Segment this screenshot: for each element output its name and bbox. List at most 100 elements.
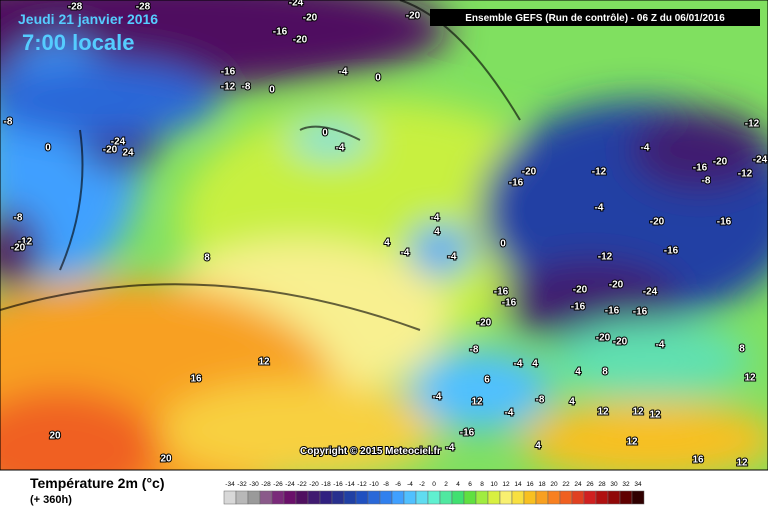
- legend-swatch: [595, 490, 609, 505]
- legend-tick-label: -12: [357, 481, 367, 488]
- legend-swatch: [391, 490, 405, 505]
- legend-tick-label: -8: [383, 481, 389, 488]
- contour-label: -16: [664, 246, 679, 257]
- contour-label: -16: [273, 27, 288, 38]
- contour-label: 12: [736, 458, 748, 469]
- legend-tick-label: -16: [333, 481, 343, 488]
- contour-label: -4: [431, 213, 440, 224]
- contour-label: -20: [293, 35, 308, 46]
- legend-tick-label: -32: [237, 481, 247, 488]
- contour-label: -16: [633, 307, 648, 318]
- contour-label: -20: [713, 157, 728, 168]
- time: 7:00 locale: [22, 30, 135, 55]
- contour-label: 16: [692, 455, 704, 466]
- contour-label: -8: [4, 117, 13, 128]
- contour-label: -24: [111, 137, 126, 148]
- contour-label: -20: [477, 318, 492, 329]
- contour-label: -8: [536, 395, 545, 406]
- copyright: Copyright © 2015 Meteociel.fr: [300, 446, 441, 457]
- contour-label: -20: [650, 217, 665, 228]
- legend-tick-label: -4: [407, 481, 413, 488]
- legend-swatch: [295, 490, 309, 505]
- contour-label: -20: [103, 145, 118, 156]
- contour-label: 12: [649, 410, 661, 421]
- legend-tick-label: -14: [345, 481, 355, 488]
- contour-label: -24: [289, 0, 304, 9]
- contour-label: -20: [613, 337, 628, 348]
- contour-label: -8: [14, 213, 23, 224]
- legend-swatch: [439, 490, 453, 505]
- contour-label: 4: [575, 367, 581, 378]
- legend-swatch: [475, 490, 489, 505]
- legend-swatch: [307, 490, 321, 505]
- legend-tick-label: 12: [502, 481, 510, 488]
- contour-label: -16: [502, 298, 517, 309]
- footer-title: Température 2m (°c): [30, 475, 165, 491]
- contour-label: -12: [592, 167, 607, 178]
- contour-label: -12: [221, 82, 236, 93]
- contour-label: -4: [505, 408, 514, 419]
- legend-swatch: [535, 490, 549, 505]
- contour-label: 0: [500, 239, 506, 250]
- contour-label: -24: [643, 287, 658, 298]
- contour-label: -28: [68, 2, 83, 13]
- contour-label: -8: [702, 176, 711, 187]
- contour-label: -20: [609, 280, 624, 291]
- legend-swatch: [463, 490, 477, 505]
- contour-label: 12: [744, 373, 756, 384]
- legend-swatch: [415, 490, 429, 505]
- legend-tick-label: 14: [514, 481, 522, 488]
- legend-swatch: [559, 490, 573, 505]
- contour-label: -4: [336, 143, 345, 154]
- legend-tick-label: 4: [456, 481, 460, 488]
- legend-swatch: [571, 490, 585, 505]
- contour-label: 20: [49, 431, 61, 442]
- legend-tick-label: -34: [225, 481, 235, 488]
- contour-label: -4: [446, 443, 455, 454]
- contour-label: 12: [597, 407, 609, 418]
- contour-label: 12: [626, 437, 638, 448]
- contour-label: -16: [717, 217, 732, 228]
- contour-label: 4: [532, 359, 538, 370]
- legend-tick-label: -28: [261, 481, 271, 488]
- legend-tick-label: 28: [598, 481, 606, 488]
- legend-swatch: [631, 490, 645, 505]
- legend-tick-label: 0: [432, 481, 436, 488]
- legend-swatch: [583, 490, 597, 505]
- contour-label: 0: [375, 73, 381, 84]
- contour-label: -20: [303, 13, 318, 24]
- legend-tick-label: 6: [468, 481, 472, 488]
- contour-label: -4: [641, 143, 650, 154]
- contour-label: -4: [339, 67, 348, 78]
- contour-label: -28: [136, 2, 151, 13]
- contour-label: -20: [573, 285, 588, 296]
- contour-label: -8: [470, 345, 479, 356]
- contour-label: 0: [45, 143, 51, 154]
- contour-label: -20: [11, 243, 26, 254]
- contour-label: -4: [401, 248, 410, 259]
- contour-label: 12: [258, 357, 270, 368]
- legend-tick-label: 24: [574, 481, 582, 488]
- legend-swatch: [283, 490, 297, 505]
- legend-tick-label: 22: [562, 481, 570, 488]
- legend-swatch: [367, 490, 381, 505]
- contour-label: -24: [753, 155, 768, 166]
- contour-label: -4: [595, 203, 604, 214]
- contour-label: -20: [522, 167, 537, 178]
- contour-label: 4: [569, 397, 575, 408]
- legend-swatch: [355, 490, 369, 505]
- legend-swatch: [523, 490, 537, 505]
- contour-label: 4: [434, 227, 440, 238]
- contour-label: -4: [448, 252, 457, 263]
- legend-tick-label: 34: [634, 481, 642, 488]
- contour-label: 8: [204, 253, 210, 264]
- contour-label: -4: [514, 359, 523, 370]
- contour-label: 12: [471, 397, 483, 408]
- contour-label: -4: [656, 340, 665, 351]
- contour-label: 4: [535, 441, 541, 452]
- legend-tick-label: -26: [273, 481, 283, 488]
- legend-swatch: [619, 490, 633, 505]
- legend-tick-label: 16: [526, 481, 534, 488]
